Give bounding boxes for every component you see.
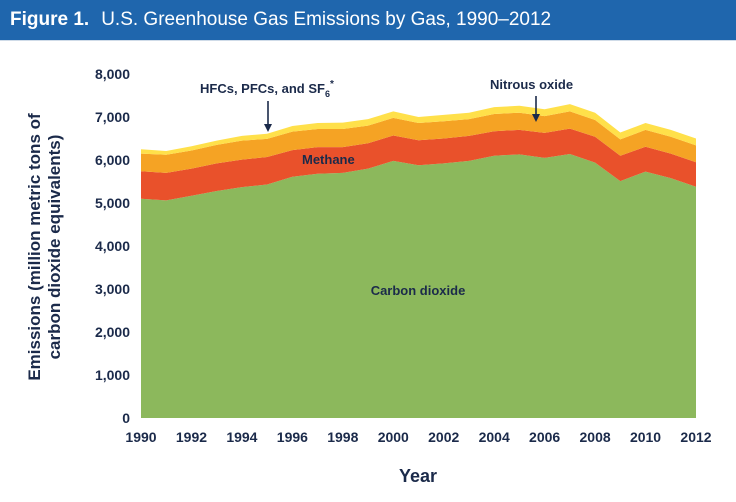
- x-tick-label: 2002: [428, 429, 459, 445]
- y-tick-label: 3,000: [95, 281, 130, 297]
- area-nitrous-oxide: [141, 111, 696, 173]
- y-tick-label: 6,000: [95, 152, 130, 168]
- figure-label: Figure 1.: [10, 9, 90, 30]
- x-tick-label: 1990: [125, 429, 156, 445]
- x-tick-label: 2006: [529, 429, 560, 445]
- x-tick-label: 2000: [378, 429, 409, 445]
- annotation-carbon-dioxide: Carbon dioxide: [371, 283, 466, 298]
- y-tick-label: 1,000: [95, 367, 130, 383]
- y-tick-label: 0: [122, 410, 130, 426]
- header-divider: [0, 40, 736, 41]
- y-tick-label: 4,000: [95, 238, 130, 254]
- annotation-nitrous-oxide: Nitrous oxide: [490, 77, 573, 92]
- area-methane: [141, 128, 696, 201]
- y-axis-ticks: 0 1,000 2,000 3,000 4,000 5,000 6,000 7,000 8,00…: [95, 66, 130, 426]
- y-tick-label: 5,000: [95, 195, 130, 211]
- x-tick-label: 2010: [630, 429, 661, 445]
- x-tick-label: 1996: [277, 429, 308, 445]
- figure-header: Figure 1. U.S. Greenhouse Gas Emissions …: [0, 0, 736, 40]
- x-tick-label: 2008: [580, 429, 611, 445]
- x-tick-label: 1992: [176, 429, 207, 445]
- annotation-hfcs: HFCs, PFCs, and SF6*: [200, 79, 334, 99]
- x-tick-label: 1994: [226, 429, 257, 445]
- x-axis-ticks: 1990 1992 1994 1996 1998 2000 2002 2004 2006 2008…: [125, 429, 711, 445]
- x-tick-label: 2012: [680, 429, 711, 445]
- x-axis-title: Year: [399, 466, 437, 486]
- x-tick-label: 1998: [327, 429, 358, 445]
- stacked-areas: [141, 104, 696, 418]
- y-tick-label: 2,000: [95, 324, 130, 340]
- y-tick-label: 7,000: [95, 109, 130, 125]
- figure-title: U.S. Greenhouse Gas Emissions by Gas, 19…: [101, 9, 552, 30]
- y-axis-title-line1: Emissions (million metric tons of: [25, 113, 44, 381]
- y-tick-label: 8,000: [95, 66, 130, 82]
- y-axis-title-line2: carbon dioxide equivalents): [45, 135, 64, 360]
- x-tick-label: 2004: [479, 429, 510, 445]
- area-carbon-dioxide: [141, 154, 696, 418]
- annotation-methane: Methane: [302, 152, 355, 167]
